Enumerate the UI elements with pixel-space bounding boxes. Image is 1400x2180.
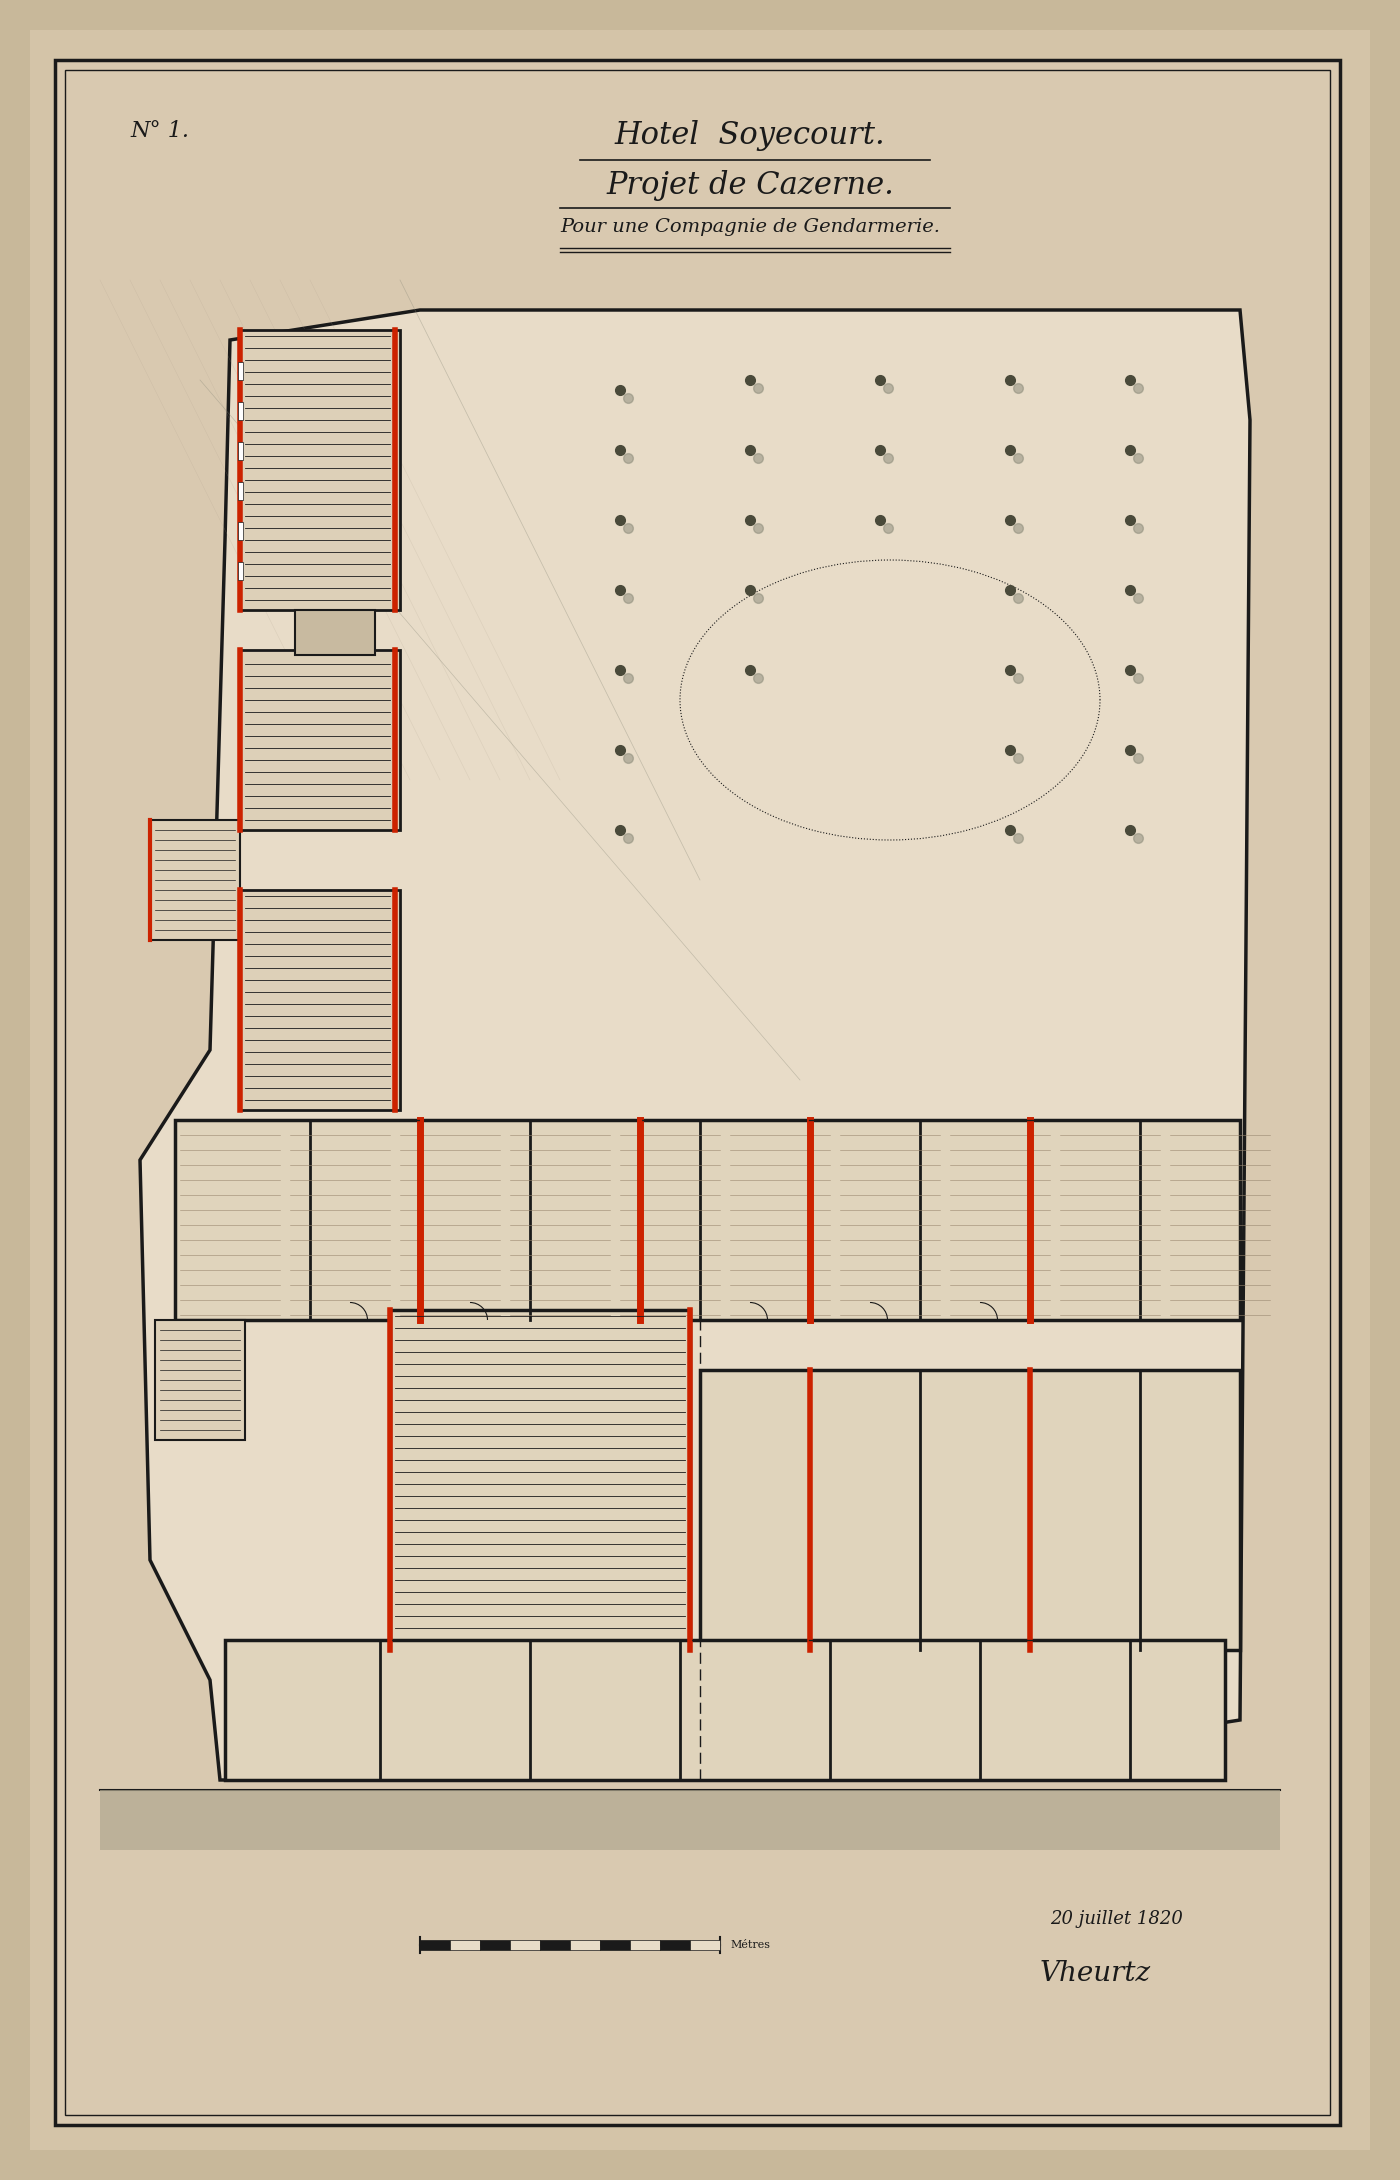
Text: Hotel  Soyecourt.: Hotel Soyecourt. (615, 120, 885, 150)
Bar (225, 1639, 1225, 1781)
Bar (238, 521, 244, 541)
Bar (420, 1940, 449, 1949)
Bar (449, 1940, 480, 1949)
Bar (700, 1369, 1240, 1650)
Bar (630, 1940, 659, 1949)
Bar (540, 1940, 570, 1949)
Bar (238, 362, 244, 379)
Bar (239, 650, 400, 831)
Text: Projet de Cazerne.: Projet de Cazerne. (606, 170, 895, 201)
Text: Pour une Compagnie de Gendarmerie.: Pour une Compagnie de Gendarmerie. (560, 218, 939, 235)
Text: N° 1.: N° 1. (130, 120, 189, 142)
Bar (570, 1940, 601, 1949)
Bar (239, 329, 400, 610)
Text: Vheurtz: Vheurtz (1040, 1960, 1151, 1986)
Bar (238, 401, 244, 421)
Bar (238, 443, 244, 460)
Bar (238, 562, 244, 580)
Bar (239, 889, 400, 1110)
Polygon shape (140, 310, 1250, 1781)
Bar (690, 1940, 720, 1949)
Bar (510, 1940, 540, 1949)
Bar (601, 1940, 630, 1949)
Bar (480, 1940, 510, 1949)
Bar (175, 1121, 1240, 1321)
Text: 20 juillet 1820: 20 juillet 1820 (1050, 1910, 1183, 1927)
Bar (238, 482, 244, 499)
Bar (391, 1310, 690, 1650)
Bar (150, 820, 239, 940)
Bar (295, 610, 375, 654)
Bar (659, 1940, 690, 1949)
FancyBboxPatch shape (29, 31, 1371, 2149)
Text: Métres: Métres (729, 1940, 770, 1949)
Bar (155, 1321, 245, 1441)
Bar (99, 1790, 1280, 1851)
